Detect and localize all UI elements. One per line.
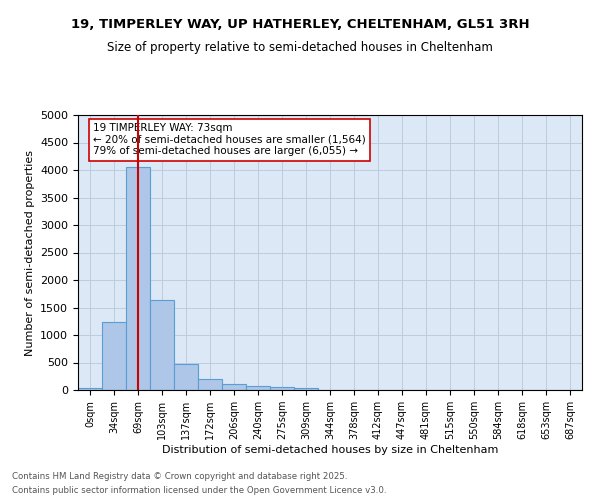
Bar bbox=[198, 380, 222, 390]
Bar bbox=[174, 364, 198, 390]
Bar bbox=[270, 387, 294, 390]
X-axis label: Distribution of semi-detached houses by size in Cheltenham: Distribution of semi-detached houses by … bbox=[162, 445, 498, 455]
Bar bbox=[294, 388, 318, 390]
Text: 19 TIMPERLEY WAY: 73sqm
← 20% of semi-detached houses are smaller (1,564)
79% of: 19 TIMPERLEY WAY: 73sqm ← 20% of semi-de… bbox=[93, 123, 366, 156]
Text: 19, TIMPERLEY WAY, UP HATHERLEY, CHELTENHAM, GL51 3RH: 19, TIMPERLEY WAY, UP HATHERLEY, CHELTEN… bbox=[71, 18, 529, 30]
Y-axis label: Number of semi-detached properties: Number of semi-detached properties bbox=[25, 150, 35, 356]
Bar bbox=[102, 322, 126, 390]
Bar bbox=[150, 300, 174, 390]
Bar bbox=[78, 388, 102, 390]
Text: Size of property relative to semi-detached houses in Cheltenham: Size of property relative to semi-detach… bbox=[107, 41, 493, 54]
Bar bbox=[222, 384, 246, 390]
Text: Contains HM Land Registry data © Crown copyright and database right 2025.: Contains HM Land Registry data © Crown c… bbox=[12, 472, 347, 481]
Text: Contains public sector information licensed under the Open Government Licence v3: Contains public sector information licen… bbox=[12, 486, 386, 495]
Bar bbox=[246, 386, 270, 390]
Bar bbox=[126, 167, 150, 390]
